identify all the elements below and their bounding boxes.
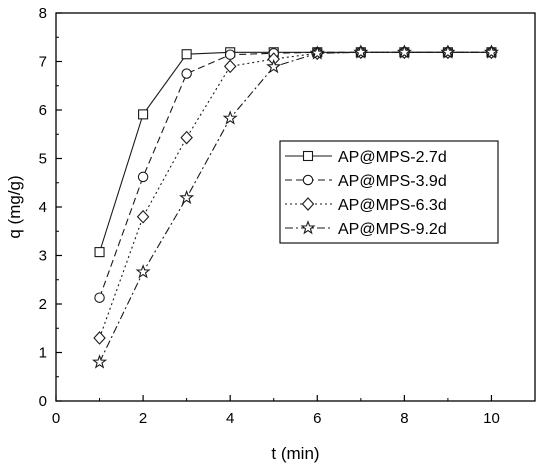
data-point	[136, 209, 150, 224]
data-point	[223, 59, 237, 74]
legend-marker	[300, 220, 316, 235]
data-point	[483, 44, 499, 59]
x-tick-label: 8	[400, 410, 408, 427]
x-axis-title: t (min)	[271, 444, 319, 463]
legend-label: AP@MPS-6.3d	[338, 197, 447, 214]
series-4	[92, 44, 499, 369]
legend-item: AP@MPS-2.7d	[285, 149, 447, 166]
series-line	[99, 51, 492, 363]
y-axis-title: q (mg/g)	[5, 175, 24, 238]
y-tick-label: 0	[39, 393, 47, 410]
y-tick-label: 3	[39, 248, 47, 265]
x-tick-label: 0	[52, 410, 60, 427]
x-tick-label: 10	[483, 410, 500, 427]
data-point	[309, 45, 325, 60]
series-layer	[92, 44, 499, 369]
data-point	[181, 49, 192, 60]
data-point	[94, 247, 105, 258]
data-point	[92, 354, 108, 369]
y-tick-label: 8	[39, 5, 47, 22]
data-point	[138, 109, 149, 120]
legend-marker	[302, 150, 314, 162]
legend-marker	[301, 197, 315, 211]
data-point	[266, 58, 282, 74]
data-point	[396, 44, 412, 59]
x-tick-label: 2	[139, 410, 147, 427]
x-tick-label: 4	[226, 410, 234, 427]
data-point	[224, 49, 236, 60]
legend-item: AP@MPS-6.3d	[285, 197, 447, 214]
data-point	[181, 68, 192, 79]
y-tick-label: 1	[39, 345, 47, 362]
axes: 0 2 4 6 8 10 0 1 2 3 4 5 6 7 8	[39, 5, 500, 427]
y-tick-label: 2	[39, 296, 47, 313]
data-point	[93, 331, 106, 345]
data-point	[222, 110, 238, 125]
data-point	[135, 264, 151, 279]
data-point	[440, 44, 456, 59]
legend-label: AP@MPS-2.7d	[338, 149, 447, 166]
legend: AP@MPS-2.7d AP@MPS-3.9d AP@MPS-6.3d AP@MPS-…	[279, 140, 499, 244]
x-tick-label: 6	[313, 410, 321, 427]
data-point	[179, 189, 195, 205]
series-line	[99, 51, 492, 298]
data-point	[180, 130, 193, 145]
y-tick-label: 5	[39, 151, 47, 168]
legend-box	[279, 140, 499, 244]
legend-item: AP@MPS-3.9d	[285, 173, 447, 190]
y-tick-label: 4	[39, 199, 47, 216]
legend-marker	[302, 174, 314, 186]
legend-label: AP@MPS-9.2d	[338, 221, 447, 238]
legend-label: AP@MPS-3.9d	[338, 173, 447, 190]
data-point	[94, 292, 105, 303]
y-tick-label: 7	[39, 54, 47, 71]
data-point	[137, 171, 149, 183]
data-point	[353, 44, 369, 59]
legend-item: AP@MPS-9.2d	[285, 220, 447, 238]
y-tick-label: 6	[39, 102, 47, 119]
